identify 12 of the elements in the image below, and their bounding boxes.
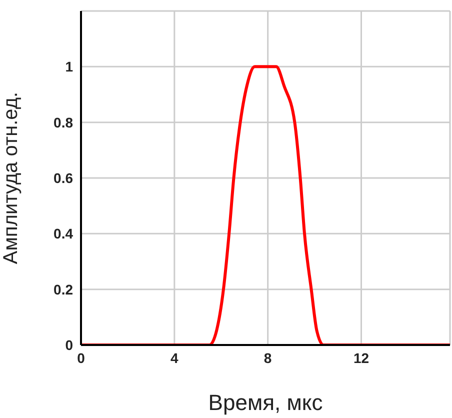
y-tick-label: 0	[65, 336, 74, 353]
y-tick-label: 0.2	[54, 281, 74, 298]
y-tick-label: 0.8	[54, 114, 74, 130]
x-axis-title: Время, мкс	[208, 390, 323, 415]
x-tick-label: 12	[353, 350, 370, 366]
x-tick-label: 8	[264, 350, 272, 366]
y-axis-title: Амплитуда отн.ед.	[0, 92, 22, 264]
x-tick-label: 0	[77, 350, 86, 366]
y-tick-label: 0.4	[54, 226, 74, 242]
x-tick-label: 4	[170, 350, 179, 366]
y-tick-label: 1	[65, 58, 74, 75]
y-tick-label: 0.6	[54, 170, 74, 186]
